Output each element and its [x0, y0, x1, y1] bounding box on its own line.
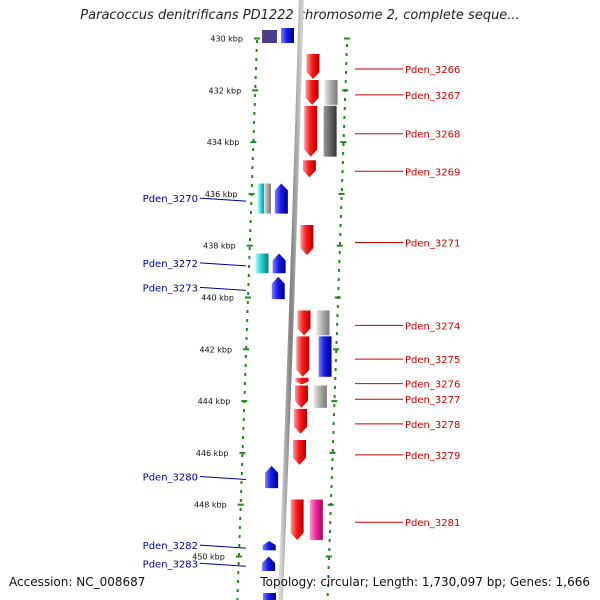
tick-label: 450 kbp — [192, 553, 225, 562]
gene-arrow-Pden_3277[interactable] — [294, 385, 308, 408]
gene-arrow-Pden_3281[interactable] — [290, 499, 304, 540]
gene-label-Pden_3267[interactable]: Pden_3267 — [405, 91, 460, 102]
leader-Pden_3273 — [199, 286, 247, 291]
gene-label-Pden_3273[interactable]: Pden_3273 — [143, 283, 198, 294]
feature-cds-3281[interactable] — [309, 499, 323, 540]
scale-ticks: 430 kbp 432 kbp 434 kbp 436 kbp 438 kbp 440 k… — [192, 35, 350, 562]
gene-labels: Pden_3266 Pden_3267 Pden_3268 Pden_3269 Pden… — [143, 65, 461, 570]
partial-gene-bottom — [263, 593, 276, 600]
gene-arrow-Pden_3275[interactable] — [296, 336, 310, 377]
partial-feature-top-left — [262, 30, 277, 43]
gene-arrow-Pden_3279[interactable] — [292, 439, 306, 465]
leader-Pden_3280 — [199, 476, 247, 481]
gene-label-Pden_3278[interactable]: Pden_3278 — [405, 420, 460, 431]
gene-label-Pden_3270[interactable]: Pden_3270 — [143, 194, 198, 205]
gene-arrow-Pden_3267[interactable] — [305, 79, 319, 105]
gene-arrow-Pden_3278[interactable] — [294, 408, 308, 434]
track-guides — [236, 40, 348, 600]
gene-arrow-Pden_3271[interactable] — [300, 224, 314, 256]
gene-arrow-Pden_3268[interactable] — [304, 105, 318, 157]
feature-rna-3274[interactable] — [316, 310, 330, 336]
gene-arrow-Pden_3276[interactable] — [295, 377, 309, 385]
leader-Pden_3272 — [199, 262, 247, 267]
gene-label-Pden_3283[interactable]: Pden_3283 — [143, 559, 198, 570]
tick-label: 446 kbp — [196, 449, 229, 458]
tick-label: 440 kbp — [201, 294, 234, 303]
tick-label: 448 kbp — [194, 501, 227, 510]
gene-arrow-Pden_3266[interactable] — [306, 54, 320, 79]
tick-label: 442 kbp — [199, 345, 232, 354]
gene-label-Pden_3277[interactable]: Pden_3277 — [405, 395, 460, 406]
gene-arrow-Pden_3274[interactable] — [297, 310, 311, 336]
tick-label: 432 kbp — [209, 86, 242, 95]
gene-arrow-Pden_3272[interactable] — [272, 253, 286, 274]
gene-arrow-Pden_3269[interactable] — [302, 160, 316, 178]
gene-label-Pden_3280[interactable]: Pden_3280 — [143, 473, 198, 484]
gene-label-Pden_3275[interactable]: Pden_3275 — [405, 355, 460, 366]
gene-label-Pden_3268[interactable]: Pden_3268 — [405, 130, 460, 141]
feature-cds-3275[interactable] — [318, 336, 332, 377]
feature-rna-3268[interactable] — [323, 105, 337, 157]
tick-label: 434 kbp — [207, 138, 240, 147]
gene-label-Pden_3271[interactable]: Pden_3271 — [405, 239, 460, 250]
topology-text: Topology: circular; Length: 1,730,097 bp… — [260, 575, 590, 589]
partial-gene-top — [281, 28, 294, 43]
feature-cds-3270a[interactable] — [257, 183, 265, 214]
leader-Pden_3282 — [199, 544, 247, 549]
feature-cds-3272[interactable] — [255, 253, 269, 274]
tick-label: 436 kbp — [205, 190, 238, 199]
leader-Pden_3283 — [199, 562, 247, 567]
gene-label-Pden_3276[interactable]: Pden_3276 — [405, 380, 460, 391]
gene-arrow-Pden_3283[interactable] — [262, 556, 276, 572]
gene-arrow-Pden_3280[interactable] — [265, 465, 279, 489]
gene-label-Pden_3281[interactable]: Pden_3281 — [405, 518, 460, 529]
gene-track — [262, 54, 320, 572]
feature-track — [255, 79, 338, 540]
gene-label-Pden_3279[interactable]: Pden_3279 — [405, 451, 460, 462]
gene-arrow-Pden_3270[interactable] — [274, 183, 288, 214]
tick-label: 444 kbp — [198, 397, 231, 406]
gene-label-Pden_3266[interactable]: Pden_3266 — [405, 65, 460, 76]
sequence-axis — [277, 0, 304, 600]
accession-text: Accession: NC_008687 — [9, 575, 146, 589]
gene-label-Pden_3269[interactable]: Pden_3269 — [405, 167, 460, 178]
feature-rna-3277[interactable] — [313, 385, 327, 408]
feature-cds-3270b[interactable] — [263, 183, 271, 214]
feature-rna-3267[interactable] — [324, 79, 338, 105]
tick-label: 438 kbp — [203, 242, 236, 251]
gene-arrow-Pden_3282[interactable] — [262, 540, 276, 551]
gene-label-Pden_3272[interactable]: Pden_3272 — [143, 259, 198, 270]
gene-label-Pden_3282[interactable]: Pden_3282 — [143, 541, 198, 552]
gene-arrow-Pden_3273[interactable] — [271, 276, 285, 300]
tick-label: 430 kbp — [210, 35, 243, 44]
top-edge-feature — [262, 28, 294, 600]
gene-label-Pden_3274[interactable]: Pden_3274 — [405, 321, 460, 332]
leader-Pden_3270 — [199, 197, 247, 202]
